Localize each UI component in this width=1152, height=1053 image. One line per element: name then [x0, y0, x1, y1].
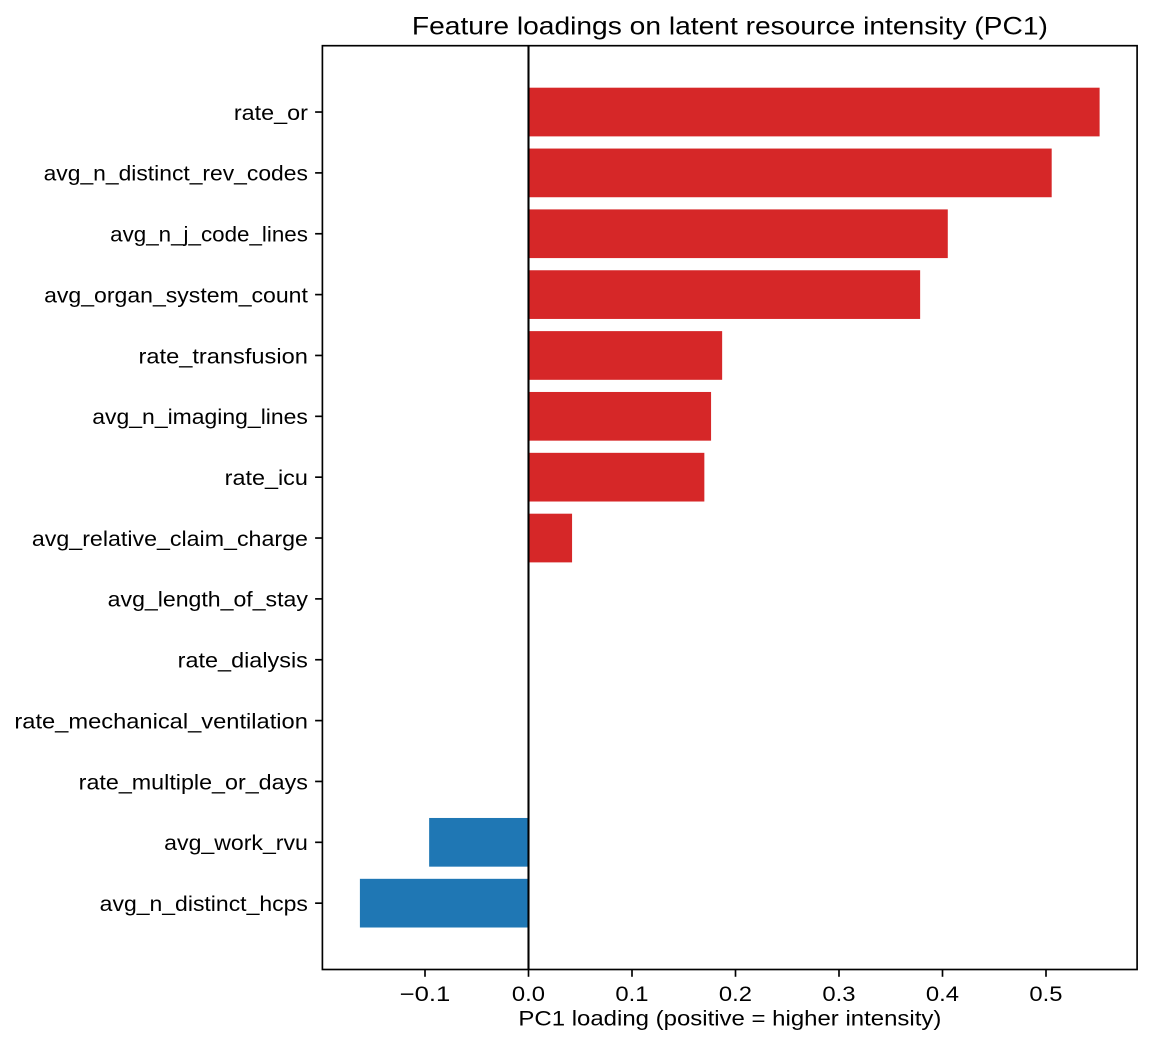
svg-text:rate_mechanical_ventilation: rate_mechanical_ventilation [14, 710, 308, 733]
svg-text:rate_transfusion: rate_transfusion [139, 345, 308, 368]
svg-text:avg_length_of_stay: avg_length_of_stay [108, 589, 309, 612]
svg-text:Feature loadings on latent res: Feature loadings on latent resource inte… [412, 13, 1048, 41]
svg-text:0.2: 0.2 [719, 983, 752, 1006]
svg-text:avg_n_distinct_hcps: avg_n_distinct_hcps [100, 893, 308, 916]
svg-text:0.3: 0.3 [822, 983, 855, 1006]
svg-text:−0.1: −0.1 [400, 983, 451, 1006]
svg-text:rate_dialysis: rate_dialysis [178, 650, 308, 673]
svg-text:avg_organ_system_count: avg_organ_system_count [44, 284, 308, 307]
svg-text:0.0: 0.0 [512, 983, 545, 1006]
svg-text:avg_n_imaging_lines: avg_n_imaging_lines [92, 406, 308, 429]
svg-text:0.4: 0.4 [926, 983, 959, 1006]
svg-text:0.1: 0.1 [615, 983, 648, 1006]
svg-text:0.5: 0.5 [1029, 983, 1062, 1006]
svg-text:avg_work_rvu: avg_work_rvu [164, 832, 308, 855]
svg-text:rate_icu: rate_icu [225, 467, 308, 490]
svg-text:rate_multiple_or_days: rate_multiple_or_days [79, 771, 308, 794]
svg-text:avg_relative_claim_charge: avg_relative_claim_charge [32, 528, 308, 551]
svg-text:avg_n_j_code_lines: avg_n_j_code_lines [110, 224, 308, 247]
svg-text:rate_or: rate_or [234, 102, 308, 125]
svg-text:avg_n_distinct_rev_codes: avg_n_distinct_rev_codes [44, 163, 308, 186]
svg-text:PC1 loading (positive = higher: PC1 loading (positive = higher intensity… [518, 1008, 941, 1031]
